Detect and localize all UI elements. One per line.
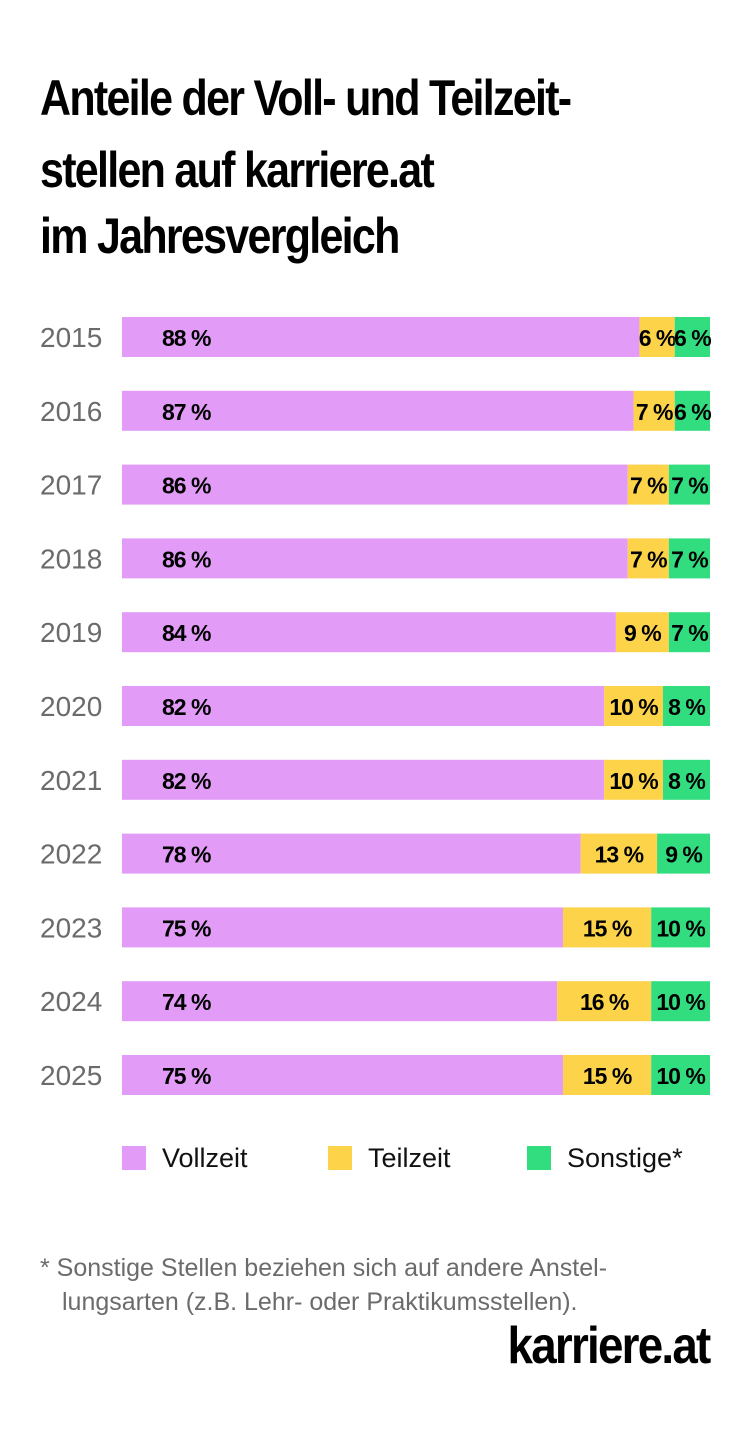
data-label-vollzeit: 86 % [162,473,211,499]
year-label: 2018 [40,543,102,574]
year-label: 2023 [40,912,102,943]
data-label-sonstige: 8 % [668,694,705,720]
legend-swatch-vollzeit [122,1146,146,1170]
data-label-teilzeit: 15 % [583,1063,632,1089]
data-label-teilzeit: 7 % [630,546,667,572]
legend-sonstige: Sonstige* [527,1141,683,1175]
data-label-teilzeit: 7 % [636,399,673,425]
legend-swatch-sonstige [527,1146,551,1170]
bar-segment-sonstige [651,1055,710,1095]
bar-segment-sonstige [668,538,710,579]
data-label-teilzeit: 15 % [583,915,632,941]
year-label: 2019 [40,617,102,648]
chart-title-line-2: stellen auf karriere.at [40,142,435,198]
stacked-bar-chart: 2015 88 % 6 %6 %2016 87 % 7 % 6 %2017 86 % 7 % 7… [40,317,712,1095]
year-label: 2016 [40,396,102,427]
bar-segment-vollzeit [122,390,634,431]
data-label-vollzeit: 75 % [162,1063,211,1089]
year-label: 2024 [40,986,102,1017]
bar-segment-teilzeit [627,464,669,505]
bar-segment-sonstige [651,907,710,948]
legend-swatch-teilzeit [328,1146,352,1170]
data-label-teilzeit: 9 % [624,620,661,646]
bar-segment-teilzeit [615,612,669,653]
data-label-teilzeit: 10 % [609,694,658,720]
data-label-vollzeit: 82 % [162,694,211,720]
bar-segment-vollzeit [122,538,628,579]
data-label-teilzeit: 10 % [609,768,658,794]
legend-label-vollzeit: Vollzeit [162,1142,248,1173]
bar-segment-sonstige [651,981,710,1022]
data-label-vollzeit: 75 % [162,915,211,941]
legend-teilzeit: Teilzeit [328,1141,451,1175]
bar-segment-teilzeit [563,907,652,948]
data-label-vollzeit: 82 % [162,768,211,794]
bar-segment-vollzeit [122,1055,563,1095]
footnote-line-2: lungsarten (z.B. Lehr- oder Praktikumsst… [62,1288,578,1316]
bar-segment-teilzeit [604,686,663,726]
chart-title-line-1: Anteile der Voll- und Teilzeit- [40,70,572,126]
bar-segment-sonstige [668,464,710,505]
brand-logo: karriere.at [508,1317,712,1375]
bar-segment-sonstige [662,759,710,800]
data-label-sonstige: 10 % [656,915,705,941]
legend-label-sonstige: Sonstige* [567,1142,683,1173]
bar-segment-vollzeit [122,612,616,653]
data-label-teilzeit: 6 % [639,325,676,351]
data-label-vollzeit: 84 % [162,620,211,646]
data-label-sonstige: 9 % [665,842,702,868]
data-label-vollzeit: 74 % [162,989,211,1015]
bar-segment-sonstige [674,317,710,357]
chart-title-line-3: im Jahresvergleich [40,208,400,264]
data-label-sonstige: 8 % [668,768,705,794]
data-label-vollzeit: 86 % [162,546,211,572]
data-label-sonstige: 10 % [656,1063,705,1089]
year-label: 2017 [40,470,102,501]
bar-segment-vollzeit [122,464,628,505]
bar-segment-teilzeit [633,390,675,431]
bar-segment-teilzeit [557,981,652,1022]
year-label: 2025 [40,1060,102,1091]
data-label-vollzeit: 78 % [162,842,211,868]
bar-segment-teilzeit [580,833,658,874]
bar-segment-vollzeit [122,686,605,726]
bar-segment-sonstige [674,390,710,431]
data-label-vollzeit: 87 % [162,399,211,425]
bar-segment-sonstige [668,612,710,653]
bar-segment-sonstige [662,686,710,726]
data-label-vollzeit: 88 % [162,325,211,351]
bar-segment-teilzeit [563,1055,652,1095]
data-label-sonstige: 7 % [671,473,708,499]
data-label-teilzeit: 16 % [580,989,629,1015]
data-label-sonstige: 6 % [674,399,711,425]
year-label: 2015 [40,322,102,353]
bar-segment-teilzeit [604,759,663,800]
legend-label-teilzeit: Teilzeit [368,1142,451,1173]
year-label: 2020 [40,691,102,722]
bar-segment-vollzeit [122,833,581,874]
data-label-sonstige: 10 % [656,989,705,1015]
footnote-line-1: * Sonstige Stellen beziehen sich auf and… [40,1254,608,1282]
data-label-teilzeit: 13 % [595,842,644,868]
bar-segment-vollzeit [122,759,605,800]
data-label-teilzeit: 7 % [630,473,667,499]
bar-segment-teilzeit [627,538,669,579]
bar-segment-vollzeit [122,317,640,357]
bar-segment-sonstige [657,833,710,874]
bar-segment-teilzeit [639,317,675,357]
data-label-sonstige: 7 % [671,620,708,646]
bar-segment-vollzeit [122,907,563,948]
bar-segment-vollzeit [122,981,558,1022]
year-label: 2022 [40,839,102,870]
data-label-sonstige: 6 % [674,325,711,351]
data-label-sonstige: 7 % [671,546,708,572]
legend-vollzeit: Vollzeit [122,1141,248,1175]
year-label: 2021 [40,765,102,796]
